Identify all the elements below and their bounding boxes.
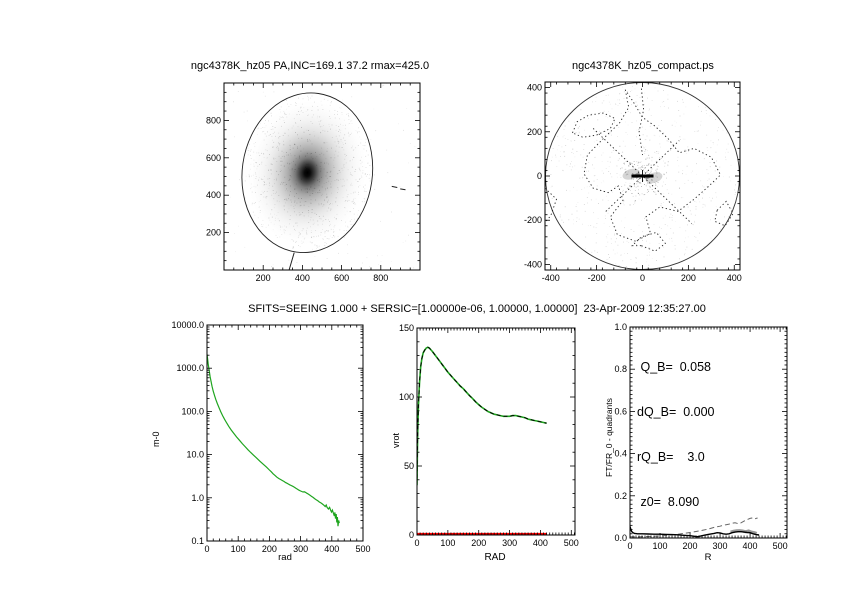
svg-text:600: 600 [206,153,221,163]
profile-x-axis-label: rad [278,552,292,563]
svg-text:500: 500 [564,538,579,548]
svg-text:400: 400 [527,83,542,93]
svg-text:10.0: 10.0 [186,450,204,460]
fit-param-line-z0: z0= 8.090 [637,495,700,509]
svg-text:200: 200 [471,538,486,548]
brightness-profile-panel: 0 100 200 300 400 500 0.1 1.0 10.0 100.0 1000.0 100… [171,320,370,554]
profile-y-axis-label: m-0 [151,431,161,448]
svg-text:1.0: 1.0 [614,322,627,332]
svg-text:100: 100 [440,538,455,548]
svg-text:1.0: 1.0 [191,493,204,503]
svg-text:0.4: 0.4 [614,449,627,459]
svg-text:0.8: 0.8 [614,364,627,374]
svg-text:1000.0: 1000.0 [176,363,204,373]
fourier-ratio-panel: 0 100 200 300 400 500 0.0 0.2 0.4 0.6 0.8 1.0 [614,322,788,551]
rotation-curve-panel: 0 100 200 300 400 500 0 50 100 150 [399,323,579,548]
svg-text:500: 500 [773,541,788,551]
galaxy-panel-title: ngc4378K_hz05 PA,INC=169.1 37.2 rmax=425… [190,60,430,72]
svg-text:0: 0 [204,544,209,554]
svg-text:100: 100 [231,544,246,554]
galaxy-image-panel: 200 400 600 800 200 400 600 800 [206,82,421,283]
svg-text:-200: -200 [524,215,542,225]
svg-text:0: 0 [640,273,645,283]
svg-text:100.0: 100.0 [181,406,204,416]
svg-text:0: 0 [409,530,414,540]
svg-text:300: 300 [502,538,517,548]
svg-text:200: 200 [206,228,221,238]
compact-panel-title: ngc4378K_hz05_compact.ps [572,60,714,72]
vrot-x-axis-label: RAD [484,552,506,563]
compact-contour-panel: -400 -200 0 200 400 -400 -200 0 200 400 [524,81,742,283]
svg-text:0.0: 0.0 [614,533,627,543]
svg-text:400: 400 [743,541,758,551]
svg-text:150: 150 [399,323,414,333]
svg-text:0.2: 0.2 [614,491,627,501]
svg-text:100: 100 [653,541,668,551]
svg-text:300: 300 [293,544,308,554]
fit-param-line-qb: Q_B= 0.058 [637,360,712,374]
svg-text:200: 200 [262,544,277,554]
svg-text:100: 100 [399,392,414,402]
svg-text:800: 800 [206,115,221,125]
svg-text:0: 0 [414,538,419,548]
fit-header: SFITS=SEEING 1.000 + SERSIC=[1.00000e-06… [248,303,706,315]
svg-text:400: 400 [206,190,221,200]
svg-text:0.6: 0.6 [614,406,627,416]
svg-text:400: 400 [533,538,548,548]
svg-text:200: 200 [681,273,696,283]
svg-text:800: 800 [373,273,388,283]
svg-text:300: 300 [713,541,728,551]
svg-text:50: 50 [404,461,414,471]
vrot-y-axis-label: vrot [391,432,401,448]
svg-text:400: 400 [324,544,339,554]
ftfr-y-axis-label: FT/FR_0 - quadrants [604,398,614,477]
ftfr-x-axis-label: R [704,552,712,563]
fit-param-line-rqb: rQ_B= 3.0 [637,450,705,464]
svg-text:200: 200 [527,127,542,137]
svg-text:400: 400 [727,273,742,283]
svg-text:-400: -400 [524,259,542,269]
fit-parameters-block: Q_B= 0.058 dQ_B= 0.000 rQ_B= 3.0 z0= 8.0… [637,330,715,540]
fit-param-line-dqb: dQ_B= 0.000 [637,405,715,419]
svg-text:0.1: 0.1 [191,536,204,546]
svg-text:-200: -200 [588,273,606,283]
svg-text:500: 500 [355,544,370,554]
svg-text:0: 0 [537,171,542,181]
svg-text:600: 600 [334,273,349,283]
svg-text:200: 200 [683,541,698,551]
svg-text:200: 200 [256,273,271,283]
svg-text:400: 400 [295,273,310,283]
svg-text:0: 0 [627,541,632,551]
svg-text:-400: -400 [542,273,560,283]
svg-text:10000.0: 10000.0 [171,320,204,330]
